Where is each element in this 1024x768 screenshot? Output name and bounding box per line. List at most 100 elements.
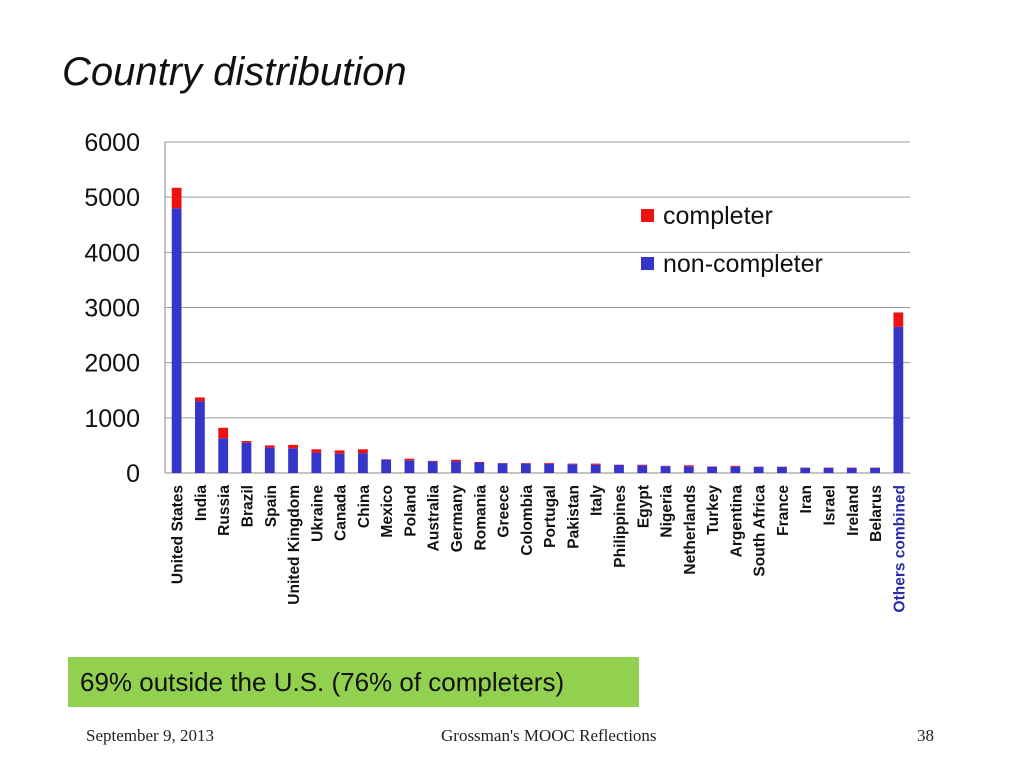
x-tick-label: Brazil [239, 485, 256, 527]
bar-completer [520, 463, 531, 464]
bar-completer [241, 441, 252, 443]
bar-completer [381, 459, 392, 460]
x-tick-label: Ukraine [309, 485, 326, 542]
y-axis-ticks: 0 1000 2000 3000 4000 5000 6000 [84, 129, 140, 488]
x-tick-label: Philippines [612, 485, 629, 568]
bar-completer [171, 187, 182, 209]
legend-swatch [641, 209, 654, 222]
x-tick-label: Italy [589, 485, 606, 516]
bar-non-completer [544, 463, 555, 473]
bar-non-completer [683, 466, 694, 473]
x-tick-label: Colombia [519, 485, 536, 556]
bar-non-completer [707, 466, 717, 473]
bar-non-completer [823, 467, 834, 473]
x-tick-label: Egypt [635, 485, 652, 528]
x-tick-label: Others combined [891, 485, 908, 612]
x-tick-label: Portugal [542, 485, 559, 548]
legend-swatch [641, 257, 654, 270]
page-number: 38 [917, 726, 934, 745]
callout-box: 69% outside the U.S. (76% of completers) [68, 657, 639, 707]
bar-completer [218, 427, 229, 439]
bar-non-completer [264, 447, 275, 473]
y-tick-label: 1000 [84, 405, 140, 433]
x-tick-label: India [193, 485, 210, 522]
bar-completer [637, 464, 648, 466]
bar-completer [590, 463, 601, 465]
x-tick-label: South Africa [752, 485, 769, 577]
x-tick-label: Israel [822, 485, 839, 526]
y-tick-label: 0 [126, 460, 140, 488]
x-tick-label: Australia [426, 485, 443, 552]
bar-non-completer [614, 465, 624, 473]
bar-completer [567, 463, 578, 465]
legend: completer non-completer [641, 202, 823, 278]
y-tick-label: 2000 [84, 350, 140, 378]
bar-non-completer [404, 460, 415, 473]
x-tick-label: Romania [472, 485, 489, 551]
bar-non-completer [660, 466, 671, 473]
bar-non-completer [637, 465, 648, 473]
bar-non-completer [218, 438, 229, 473]
x-tick-label: United Kingdom [286, 485, 303, 605]
x-tick-label: Turkey [705, 485, 722, 535]
x-tick-label: Pakistan [565, 485, 582, 549]
legend-label: completer [663, 202, 773, 230]
legend-label: non-completer [663, 250, 823, 278]
bar-non-completer [893, 326, 904, 473]
footer-title: Grossman's MOOC Reflections [441, 726, 657, 745]
bar-non-completer [846, 467, 857, 473]
bar-non-completer [520, 463, 531, 473]
bar-non-completer [451, 461, 461, 473]
bars [171, 187, 904, 473]
x-tick-label: Poland [402, 485, 419, 537]
gridlines [164, 141, 910, 474]
x-tick-label: Canada [333, 485, 350, 541]
x-axis-labels: United States India Russia Brazil Spain Unite… [170, 485, 909, 613]
x-tick-label: Spain [263, 485, 280, 527]
x-tick-label: France [775, 485, 792, 536]
x-tick-label: Ireland [845, 485, 862, 536]
bar-non-completer [497, 463, 508, 473]
x-tick-label: United States [170, 485, 187, 584]
y-tick-label: 5000 [84, 184, 140, 212]
bar-non-completer [334, 453, 345, 473]
bar-non-completer [288, 448, 298, 473]
bar-completer [474, 461, 485, 463]
bar-completer [264, 445, 275, 448]
footer-date: September 9, 2013 [86, 726, 214, 745]
x-tick-label: Mexico [379, 485, 396, 538]
x-tick-label: Greece [496, 485, 513, 538]
bar-non-completer [311, 452, 322, 473]
bar-non-completer [730, 466, 741, 473]
y-tick-label: 4000 [84, 239, 140, 267]
bar-completer [544, 463, 555, 464]
bar-non-completer [171, 208, 182, 473]
bar-non-completer [800, 467, 811, 473]
bar-non-completer [777, 466, 787, 473]
x-tick-label: Nigeria [659, 485, 676, 538]
x-tick-label: Belarus [868, 485, 885, 542]
bar-non-completer [427, 461, 438, 473]
y-tick-label: 3000 [84, 295, 140, 323]
bar-non-completer [358, 453, 368, 473]
bar-non-completer [381, 459, 392, 473]
bar-completer [334, 450, 345, 454]
bar-non-completer [870, 467, 880, 473]
slide-title: Country distribution [62, 50, 407, 94]
bar-completer [427, 460, 438, 462]
bar-completer [358, 449, 368, 454]
stacked-bar-chart: 0 1000 2000 3000 4000 5000 6000 United States I… [84, 129, 910, 613]
x-tick-label: Argentina [728, 485, 745, 558]
bar-non-completer [195, 401, 205, 473]
bar-completer [683, 465, 694, 467]
bar-non-completer [590, 464, 601, 473]
x-tick-label: China [356, 485, 373, 528]
bar-completer [404, 458, 415, 461]
bar-completer [451, 459, 461, 462]
bar-non-completer [474, 462, 485, 473]
bar-completer [288, 444, 298, 449]
bar-completer [893, 312, 904, 327]
x-tick-label: Germany [449, 485, 466, 553]
x-tick-label: Iran [798, 485, 815, 513]
x-tick-label: Netherlands [682, 485, 699, 575]
